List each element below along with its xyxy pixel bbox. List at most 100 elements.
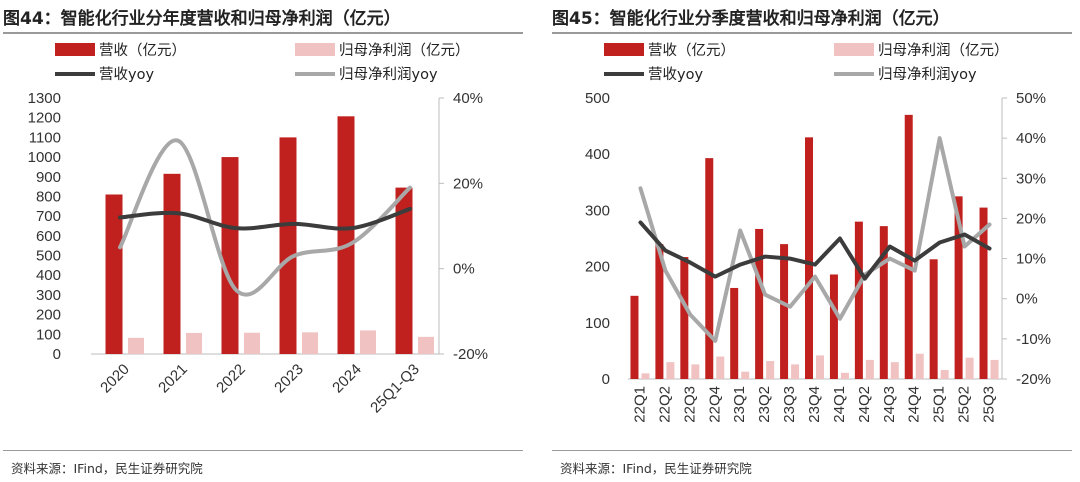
revenue-bar (655, 244, 664, 379)
source-divider (552, 450, 1072, 451)
legend-item: 营收yoy (604, 66, 703, 83)
revenue-bar (279, 137, 297, 354)
legend-label: 归母净利润（亿元） (339, 42, 470, 59)
profit-bar (302, 332, 318, 354)
revenue-bar (395, 187, 413, 354)
revenue-bar (929, 259, 938, 379)
revenue-bar (829, 274, 838, 379)
profit-bar (890, 362, 899, 379)
source-note: 资料来源：IFind，民生证券研究院 (560, 461, 752, 476)
revenue-bar (854, 221, 863, 379)
revenue-bar (105, 194, 123, 354)
y-right-tick-label: 30% (1016, 170, 1046, 187)
x-tick-label: 2024 (329, 361, 365, 397)
x-tick-label: 2023 (271, 361, 307, 397)
legend-item: 归母净利润yoy (295, 66, 438, 83)
y-left-tick-label: 500 (36, 248, 61, 265)
y-left-tick-label: 900 (36, 169, 61, 186)
y-right-tick-label: 0% (1016, 291, 1038, 308)
x-tick-label: 24Q3 (881, 386, 898, 423)
legend-item: 归母净利润yoy (834, 66, 977, 83)
profit-bar (965, 357, 974, 379)
title-divider (3, 32, 523, 34)
title-divider (552, 32, 1072, 34)
x-tick-label: 23Q1 (731, 386, 748, 423)
chart-title: 图45：智能化行业分季度营收和归母净利润（亿元） (552, 9, 950, 29)
x-tick-label: 25Q3 (981, 386, 998, 423)
profit-bar (666, 362, 675, 379)
revenue-bar (163, 173, 181, 354)
y-right-tick-label: -20% (453, 346, 488, 363)
y-left-tick-label: 800 (36, 188, 61, 205)
profit-bar (840, 372, 849, 379)
chart-panel-quarterly: 图45：智能化行业分季度营收和归母净利润（亿元） 营收（亿元） 归母净利润（亿元）… (552, 0, 1077, 482)
y-left-tick-label: 100 (36, 326, 61, 343)
y-left-tick-label: 700 (36, 208, 61, 225)
source-note: 资料来源：IFind，民生证券研究院 (11, 461, 203, 476)
legend-label: 归母净利润yoy (878, 66, 977, 83)
legend: 营收（亿元） 归母净利润（亿元） 营收yoy 归母净利润yoy (604, 42, 1009, 83)
x-tick-label: 25Q1 (931, 386, 948, 423)
quarterly-chart: 营收（亿元） 归母净利润（亿元） 营收yoy 归母净利润yoy 0 100 200 300 40… (585, 42, 1051, 423)
x-tick-label: 22Q3 (681, 386, 698, 423)
legend-label: 营收（亿元） (99, 42, 186, 59)
profit-bar (128, 337, 144, 354)
y-left-tick-label: 100 (585, 315, 610, 332)
y-right-tick-label: 10% (1016, 251, 1046, 268)
x-tick-label: 23Q2 (756, 386, 773, 423)
x-tick-label: 25Q2 (956, 386, 973, 423)
legend-label: 营收yoy (99, 66, 154, 83)
profit-bar (940, 370, 949, 379)
revenue-bar (680, 257, 689, 379)
chart-panel-annual: 图44：智能化行业分年度营收和归母净利润（亿元） 营收（亿元） 归母净利润（亿元）… (3, 0, 528, 482)
legend-swatch (295, 43, 335, 56)
profit-yoy-line (118, 138, 412, 297)
profit-bar (641, 373, 650, 379)
profit-bar (360, 330, 376, 354)
legend-swatch (55, 43, 95, 56)
y-left-tick-label: 300 (585, 202, 610, 219)
y-left-tick-label: 400 (36, 267, 61, 284)
y-right-tick-label: 40% (1016, 130, 1046, 147)
y-left-tick-label: 0 (53, 346, 61, 363)
revenue-bar (805, 137, 813, 379)
x-tick-label: 2022 (213, 361, 249, 397)
profit-bar (816, 355, 824, 379)
revenue-bar (780, 244, 789, 379)
y-right-tick-label: -10% (1016, 331, 1051, 348)
revenue-bar (979, 207, 988, 379)
legend-swatch (834, 43, 874, 56)
legend-item: 归母净利润（亿元） (295, 42, 470, 59)
y-right-tick-label: -20% (1016, 371, 1051, 388)
y-left-tick-label: 200 (36, 307, 61, 324)
revenue-yoy-line (638, 220, 992, 281)
y-left-tick-label: 0 (602, 371, 610, 388)
revenue-bar (630, 295, 639, 379)
profit-bar (766, 361, 775, 379)
x-tick-label: 23Q4 (806, 386, 823, 423)
x-tick-label: 24Q4 (906, 386, 923, 423)
revenue-bar (730, 287, 739, 379)
profit-bar (990, 359, 999, 379)
chart-title: 图44：智能化行业分年度营收和归母净利润（亿元） (3, 9, 401, 29)
revenue-bar (755, 228, 764, 379)
y-left-tick-label: 1200 (28, 110, 61, 127)
profit-bar (418, 336, 434, 354)
profit-bar (691, 364, 700, 379)
profit-bar (741, 371, 750, 379)
y-right-tick-label: 0% (453, 261, 475, 278)
x-tick-label: 24Q1 (831, 386, 848, 423)
legend-item: 归母净利润（亿元） (834, 42, 1009, 59)
profit-bar (865, 359, 874, 379)
y-right-tick-label: 20% (453, 175, 483, 192)
legend-item: 营收yoy (55, 66, 154, 83)
legend-label: 归母净利润（亿元） (878, 42, 1009, 59)
legend-label: 营收yoy (648, 66, 703, 83)
profit-bar (716, 356, 725, 379)
profit-bar (186, 332, 202, 354)
y-left-tick-label: 1100 (29, 129, 61, 146)
revenue-bar (954, 196, 963, 379)
legend-swatch (604, 43, 644, 56)
x-tick-label: 23Q3 (781, 386, 798, 423)
profit-yoy-line (638, 136, 992, 343)
